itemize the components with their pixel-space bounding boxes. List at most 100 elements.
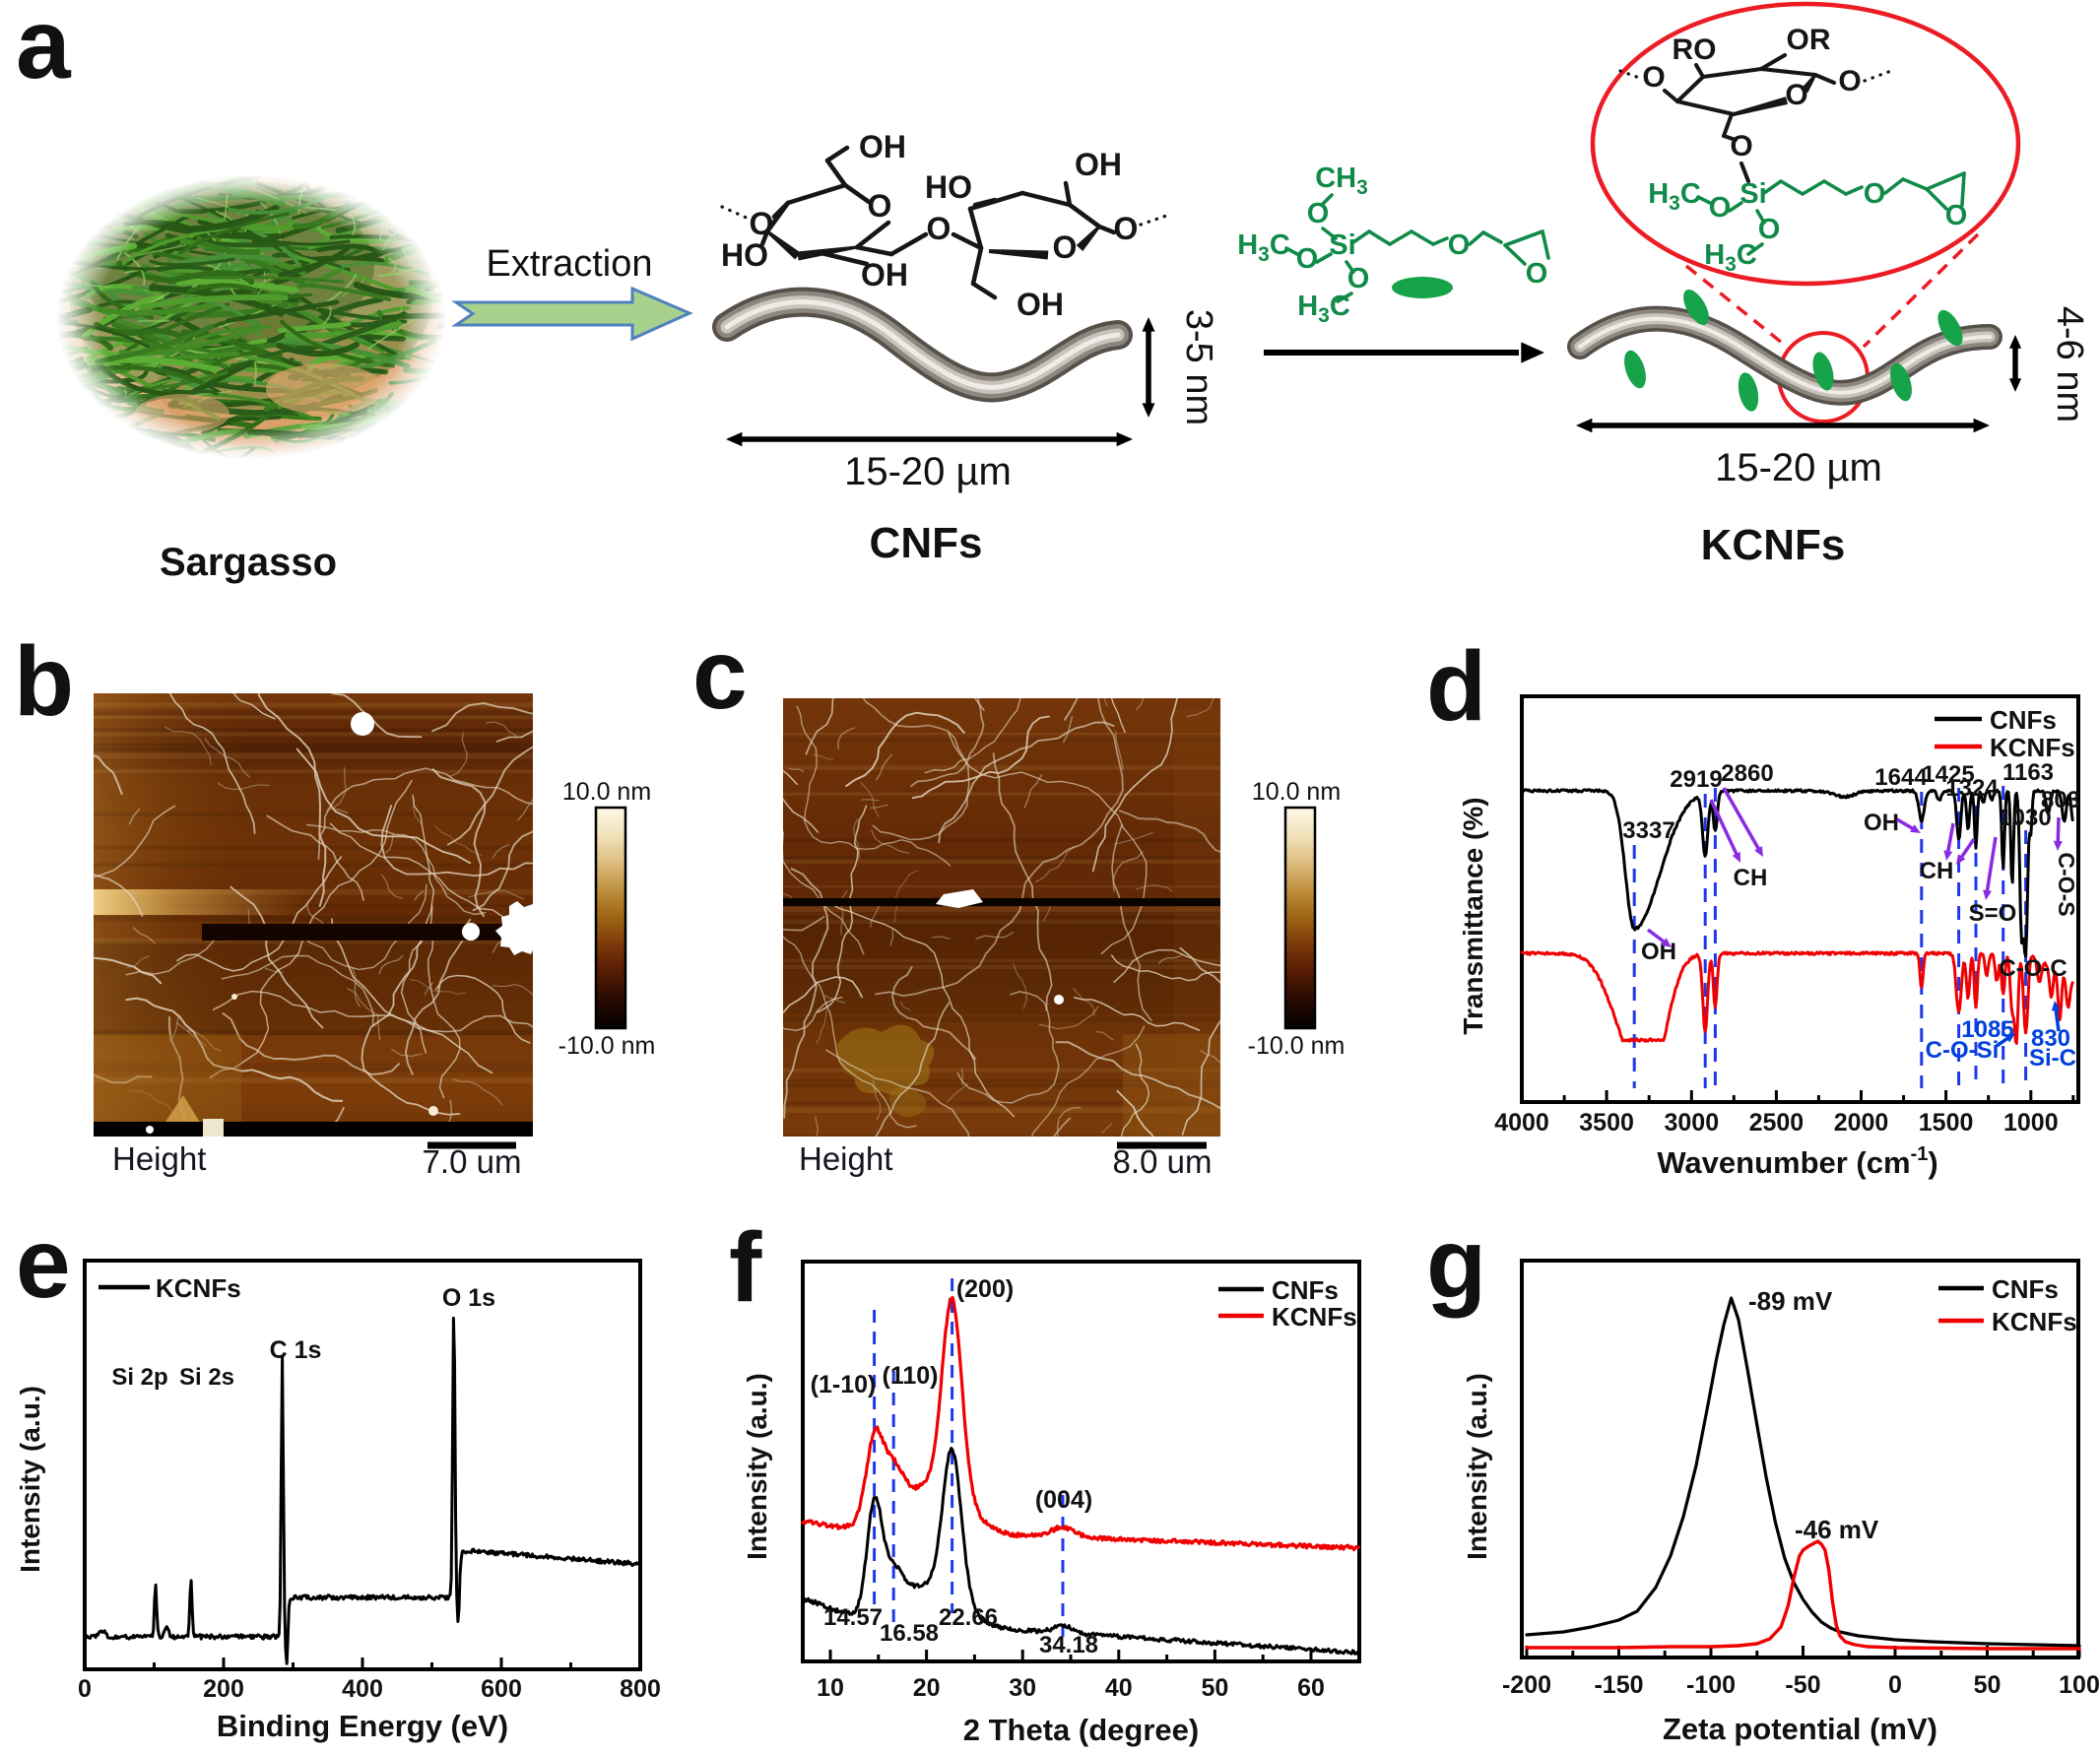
- svg-text:CH: CH: [1920, 858, 1954, 884]
- svg-text:7.0 um: 7.0 um: [423, 1143, 522, 1180]
- svg-text:1000: 1000: [2003, 1109, 2059, 1137]
- svg-text:60: 60: [1297, 1674, 1325, 1702]
- svg-text:2919: 2919: [1670, 766, 1722, 793]
- svg-text:-200: -200: [1502, 1671, 1551, 1699]
- svg-text:S=O: S=O: [1969, 900, 2017, 927]
- svg-text:2860: 2860: [1721, 760, 1773, 787]
- svg-text:CNFs: CNFs: [1992, 1274, 2059, 1304]
- svg-text:OH: OH: [1641, 939, 1676, 965]
- svg-text:O: O: [1114, 211, 1139, 246]
- svg-text:CNFs: CNFs: [870, 519, 983, 567]
- svg-text:a: a: [16, 0, 72, 99]
- svg-text:400: 400: [342, 1675, 383, 1703]
- svg-text:Extraction: Extraction: [487, 243, 653, 285]
- svg-text:-150: -150: [1594, 1671, 1643, 1699]
- svg-text:(004): (004): [1035, 1486, 1092, 1514]
- svg-text:O 1s: O 1s: [442, 1284, 495, 1312]
- svg-text:O: O: [927, 211, 952, 246]
- svg-text:1500: 1500: [1919, 1109, 1974, 1137]
- svg-text:16.58: 16.58: [880, 1620, 939, 1647]
- svg-text:803: 803: [2041, 787, 2080, 813]
- svg-text:C-O-C: C-O-C: [1999, 955, 2067, 982]
- svg-text:50: 50: [1974, 1671, 2002, 1699]
- svg-text:10.0 nm: 10.0 nm: [1252, 778, 1341, 806]
- svg-text:0: 0: [1888, 1671, 1902, 1699]
- svg-text:2000: 2000: [1834, 1109, 1889, 1137]
- svg-text:O: O: [1758, 214, 1781, 245]
- svg-text:10: 10: [817, 1674, 844, 1702]
- svg-text:O: O: [1730, 130, 1752, 162]
- svg-text:Intensity (a.u.): Intensity (a.u.): [742, 1373, 772, 1560]
- svg-text:O: O: [1864, 178, 1886, 210]
- svg-text:CNFs: CNFs: [1990, 705, 2057, 735]
- svg-text:-10.0 nm: -10.0 nm: [1248, 1032, 1345, 1060]
- svg-text:OH: OH: [1017, 287, 1064, 322]
- svg-text:OH: OH: [861, 257, 908, 292]
- svg-text:O: O: [1296, 243, 1319, 275]
- svg-text:100: 100: [2059, 1671, 2100, 1699]
- svg-text:O: O: [1053, 229, 1078, 265]
- svg-text:2 Theta (degree): 2 Theta (degree): [963, 1713, 1199, 1747]
- svg-text:O: O: [1526, 258, 1548, 290]
- svg-text:15-20 µm: 15-20 µm: [844, 450, 1012, 493]
- svg-text:O: O: [1709, 192, 1732, 224]
- svg-text:Height: Height: [799, 1140, 892, 1177]
- svg-text:O: O: [750, 206, 774, 241]
- svg-text:O: O: [1785, 79, 1807, 111]
- svg-text:2500: 2500: [1749, 1109, 1805, 1137]
- svg-text:600: 600: [481, 1675, 522, 1703]
- svg-text:10.0 nm: 10.0 nm: [562, 778, 651, 806]
- svg-text:KCNFs: KCNFs: [1992, 1307, 2077, 1336]
- svg-text:C-O-Si: C-O-Si: [1926, 1037, 2000, 1064]
- svg-text:KCNFs: KCNFs: [1272, 1302, 1357, 1332]
- svg-text:(1-10): (1-10): [811, 1371, 877, 1398]
- svg-text:Si 2p: Si 2p: [111, 1364, 167, 1391]
- svg-text:f: f: [729, 1212, 762, 1323]
- svg-text:O: O: [1307, 198, 1330, 229]
- svg-text:Si 2s: Si 2s: [179, 1364, 234, 1391]
- svg-text:50: 50: [1201, 1674, 1228, 1702]
- svg-text:g: g: [1426, 1208, 1486, 1319]
- svg-text:OH: OH: [1075, 147, 1122, 182]
- svg-text:3000: 3000: [1664, 1109, 1719, 1137]
- svg-text:KCNFs: KCNFs: [156, 1273, 241, 1303]
- svg-text:KCNFs: KCNFs: [1701, 521, 1846, 569]
- svg-text:4-6 nm: 4-6 nm: [2049, 306, 2090, 422]
- svg-text:OH: OH: [859, 129, 906, 164]
- svg-text:CNFs: CNFs: [1272, 1275, 1339, 1305]
- svg-text:3337: 3337: [1622, 817, 1674, 844]
- svg-text:b: b: [14, 626, 74, 737]
- svg-text:8.0 um: 8.0 um: [1113, 1143, 1213, 1180]
- svg-text:15-20 µm: 15-20 µm: [1715, 446, 1882, 489]
- svg-text:CH: CH: [1734, 865, 1768, 891]
- svg-text:(200): (200): [956, 1275, 1014, 1303]
- svg-text:4000: 4000: [1494, 1109, 1549, 1137]
- svg-text:14.57: 14.57: [823, 1604, 883, 1631]
- svg-text:1030: 1030: [1999, 805, 2051, 831]
- svg-text:-50: -50: [1785, 1671, 1820, 1699]
- svg-text:-10.0 nm: -10.0 nm: [558, 1032, 656, 1060]
- svg-text:d: d: [1426, 631, 1486, 742]
- svg-text:HO: HO: [925, 169, 972, 205]
- svg-text:O: O: [1642, 61, 1665, 94]
- svg-text:0: 0: [78, 1675, 92, 1703]
- svg-text:Intensity (a.u.): Intensity (a.u.): [1462, 1373, 1492, 1560]
- svg-text:34.18: 34.18: [1039, 1632, 1098, 1658]
- svg-text:Zeta potential (mV): Zeta potential (mV): [1663, 1712, 1937, 1746]
- svg-text:Si-C: Si-C: [2029, 1045, 2076, 1072]
- svg-text:O: O: [1945, 200, 1968, 231]
- svg-text:Sargasso: Sargasso: [160, 541, 337, 584]
- svg-text:c: c: [692, 619, 748, 730]
- svg-text:22.66: 22.66: [939, 1604, 998, 1631]
- svg-text:1324: 1324: [1945, 775, 1999, 802]
- svg-text:1425: 1425: [1922, 761, 1974, 788]
- svg-text:3500: 3500: [1579, 1109, 1634, 1137]
- svg-text:RO: RO: [1673, 33, 1717, 66]
- svg-text:Wavenumber (cm-1): Wavenumber (cm-1): [1657, 1143, 1937, 1180]
- svg-text:Si: Si: [1739, 178, 1766, 210]
- svg-text:830: 830: [2031, 1025, 2070, 1052]
- svg-text:(110): (110): [883, 1362, 939, 1390]
- svg-text:O: O: [1347, 263, 1370, 294]
- svg-text:Binding Energy (eV): Binding Energy (eV): [217, 1709, 508, 1743]
- svg-text:-100: -100: [1686, 1671, 1736, 1699]
